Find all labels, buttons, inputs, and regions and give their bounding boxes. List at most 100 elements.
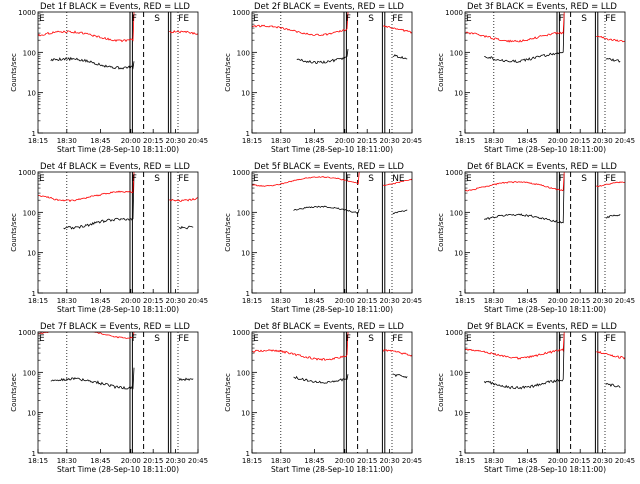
event-annotation: F bbox=[346, 174, 351, 184]
lld-series-line bbox=[465, 172, 565, 192]
event-annotation: F bbox=[346, 334, 351, 344]
y-tick-label: 100 bbox=[237, 369, 250, 377]
event-annotation: FE bbox=[392, 334, 403, 344]
panel-title: Det 2f BLACK = Events, RED = LLD bbox=[254, 2, 404, 12]
x-tick-label: 20:00 bbox=[121, 137, 141, 145]
panel-det-6: Det 6f BLACK = Events, RED = LLD E F S FE 1 10… bbox=[437, 162, 635, 314]
y-axis-label: Counts/sec bbox=[10, 373, 18, 412]
x-tick-label: 18:45 bbox=[517, 137, 537, 145]
events-series-line bbox=[483, 333, 565, 390]
event-annotation: S bbox=[581, 14, 587, 24]
events-series-line bbox=[293, 205, 360, 215]
events-series-line bbox=[605, 57, 621, 63]
x-tick-label: 20:00 bbox=[548, 297, 568, 305]
lld-series-line bbox=[169, 30, 198, 35]
event-annotation: FE bbox=[605, 174, 616, 184]
y-tick-label: 100 bbox=[23, 209, 36, 217]
x-tick-label: 20:00 bbox=[335, 297, 355, 305]
panel-title: Det 5f BLACK = Events, RED = LLD bbox=[254, 162, 404, 172]
y-tick-label: 1 bbox=[246, 290, 250, 298]
plot-frame bbox=[464, 331, 626, 454]
x-tick-label: 18:30 bbox=[484, 137, 504, 145]
event-annotation: S bbox=[368, 174, 374, 184]
y-tick-label: 10 bbox=[241, 90, 250, 98]
x-tick-label: 20:00 bbox=[121, 457, 141, 465]
panel-det-3: Det 3f BLACK = Events, RED = LLD E F S FE 1 10… bbox=[437, 2, 635, 154]
x-tick-label: 18:30 bbox=[271, 457, 291, 465]
event-annotation: E bbox=[466, 334, 472, 344]
y-tick-label: 100 bbox=[450, 369, 463, 377]
panel-title: Det 7f BLACK = Events, RED = LLD bbox=[40, 322, 190, 332]
plot-frame bbox=[251, 171, 413, 294]
panel-det-9: Det 9f BLACK = Events, RED = LLD E F S FE 1 10… bbox=[437, 322, 635, 474]
y-tick-label: 1 bbox=[32, 450, 36, 458]
events-series-line bbox=[392, 209, 408, 215]
lld-series-line bbox=[38, 172, 135, 203]
lld-series-line bbox=[382, 25, 412, 34]
y-tick-label: 1 bbox=[32, 290, 36, 298]
y-tick-label: 1 bbox=[32, 130, 36, 138]
event-annotation: FE bbox=[178, 14, 189, 24]
x-tick-label: 18:30 bbox=[271, 297, 291, 305]
x-tick-label: 20:45 bbox=[615, 137, 635, 145]
event-annotation: S bbox=[581, 174, 587, 184]
x-tick-label: 18:45 bbox=[90, 297, 110, 305]
x-tick-label: 18:15 bbox=[28, 457, 48, 465]
plot-frame bbox=[37, 11, 199, 134]
event-annotation: E bbox=[466, 174, 472, 184]
x-tick-label: 18:45 bbox=[90, 137, 110, 145]
lld-series-line bbox=[252, 12, 349, 36]
x-tick-label: 20:30 bbox=[166, 137, 186, 145]
x-tick-label: 20:45 bbox=[188, 457, 208, 465]
y-axis-label: Counts/sec bbox=[224, 373, 232, 412]
lld-series-line bbox=[596, 181, 625, 188]
x-tick-label: 18:15 bbox=[28, 297, 48, 305]
x-tick-label: 18:30 bbox=[484, 297, 504, 305]
events-series-line bbox=[605, 383, 621, 388]
x-tick-label: 18:45 bbox=[517, 457, 537, 465]
lld-series-line bbox=[169, 197, 198, 202]
x-tick-label: 20:30 bbox=[380, 457, 400, 465]
x-tick-label: 18:45 bbox=[90, 457, 110, 465]
x-axis-label: Start Time (28-Sep-10 18:11:00) bbox=[484, 465, 606, 474]
x-tick-label: 20:30 bbox=[380, 297, 400, 305]
lld-series-line bbox=[252, 172, 360, 187]
y-tick-label: 1000 bbox=[445, 9, 463, 17]
y-axis-label: Counts/sec bbox=[437, 53, 445, 92]
panel-title: Det 9f BLACK = Events, RED = LLD bbox=[467, 322, 617, 332]
y-tick-label: 1 bbox=[459, 290, 463, 298]
x-tick-label: 18:30 bbox=[271, 137, 291, 145]
event-annotation: F bbox=[346, 14, 351, 24]
panel-title: Det 8f BLACK = Events, RED = LLD bbox=[254, 322, 404, 332]
x-tick-label: 20:45 bbox=[188, 137, 208, 145]
event-annotation: FE bbox=[605, 334, 616, 344]
x-tick-label: 18:15 bbox=[242, 137, 262, 145]
lld-series-line bbox=[252, 332, 349, 362]
x-tick-label: 18:30 bbox=[57, 137, 77, 145]
x-tick-label: 20:15 bbox=[357, 137, 377, 145]
x-tick-label: 20:30 bbox=[166, 457, 186, 465]
x-tick-label: 18:15 bbox=[455, 297, 475, 305]
plot-frame bbox=[464, 171, 626, 294]
y-tick-label: 1 bbox=[459, 450, 463, 458]
panel-title: Det 4f BLACK = Events, RED = LLD bbox=[40, 162, 190, 172]
events-series-line bbox=[483, 173, 565, 224]
x-tick-label: 18:30 bbox=[57, 457, 77, 465]
y-tick-label: 100 bbox=[450, 209, 463, 217]
x-tick-label: 20:00 bbox=[121, 297, 141, 305]
plot-frame bbox=[37, 171, 199, 294]
x-tick-label: 18:15 bbox=[242, 297, 262, 305]
y-tick-label: 1000 bbox=[445, 329, 463, 337]
event-annotation: E bbox=[253, 334, 259, 344]
events-series-line bbox=[178, 377, 194, 382]
events-series-line bbox=[605, 214, 621, 219]
x-axis-label: Start Time (28-Sep-10 18:11:00) bbox=[484, 305, 606, 314]
x-tick-label: 20:00 bbox=[548, 457, 568, 465]
x-tick-label: 20:45 bbox=[615, 297, 635, 305]
event-annotation: FE bbox=[392, 14, 403, 24]
x-tick-label: 20:15 bbox=[143, 457, 163, 465]
x-tick-label: 20:45 bbox=[188, 297, 208, 305]
event-annotation: F bbox=[559, 334, 564, 344]
events-series-line bbox=[392, 54, 408, 60]
y-tick-label: 100 bbox=[237, 209, 250, 217]
